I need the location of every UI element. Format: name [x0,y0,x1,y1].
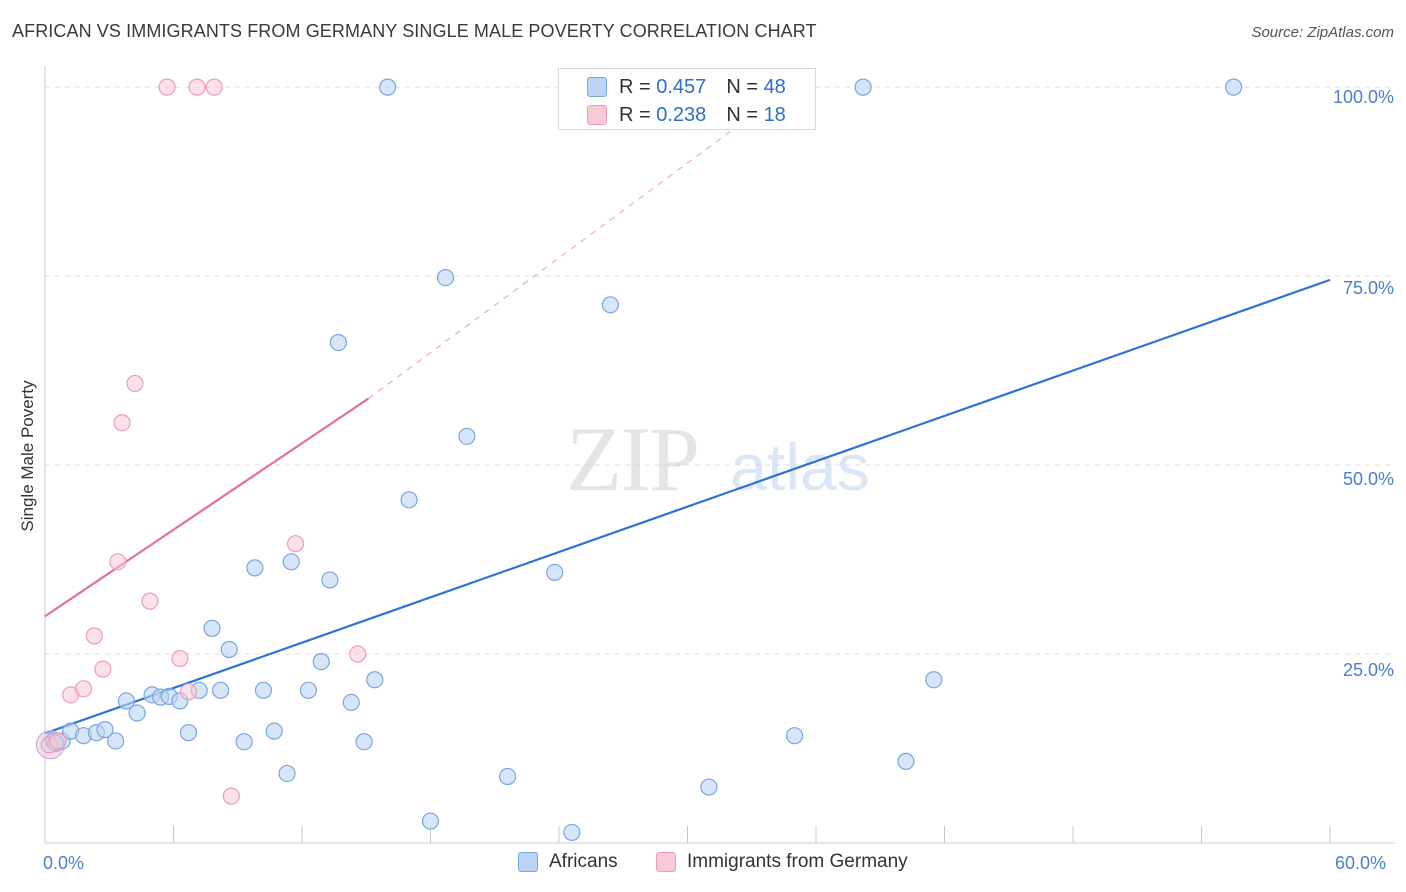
africans-point [96,721,114,739]
africans-swatch [587,77,607,97]
africans-point [458,427,476,445]
watermark-zip: ZIP [566,408,698,510]
legend-row-africans: R = 0.457 N = 48 [559,72,786,102]
germany-point [94,660,112,678]
germany-point [158,78,176,96]
africans-point [546,563,564,581]
legend-n-value: 48 [763,75,786,98]
germany-point [171,649,189,668]
germany-point [74,680,93,698]
africans-point [379,78,397,96]
africans-point [342,693,360,712]
germany-point [188,78,206,96]
africans-point [1225,78,1243,96]
africans-point [329,334,348,352]
germany-swatch [587,105,607,125]
africans-legend-swatch [518,852,538,872]
africans-point [563,823,581,842]
germany-trend-extension [368,86,791,400]
germany-point [205,78,223,96]
africans-point [312,652,330,671]
africans-point [117,692,135,710]
legend-r-value: 0.457 [656,75,707,98]
africans-point [282,553,300,571]
legend-r-label: R = [619,103,651,126]
legend-row-germany: R = 0.238 N = 18 [559,100,786,130]
correlation-legend: R = 0.457 N = 48 R = 0.238 N = 18 [558,68,816,130]
africans-point [785,727,804,745]
y-tick-label-50: 50.0% [1342,469,1394,489]
trend-lines [44,86,1331,735]
axes [44,66,1395,844]
africans-point [854,78,872,96]
germany-legend-swatch [656,852,676,872]
germany-point [113,414,131,432]
africans-point [499,767,517,786]
africans-point [601,296,620,314]
africans-point [235,733,253,751]
legend-r-label: R = [619,75,651,98]
legend-item-germany[interactable]: Immigrants from Germany [656,851,908,873]
legend-n-label: N = [726,75,758,98]
africans-point [925,671,943,689]
germany-point [49,732,67,750]
germany-point [286,535,305,553]
x-tick-label-min: 0.0% [43,853,85,873]
germany-point [109,553,127,571]
africans-point [700,778,718,796]
legend-r-value: 0.238 [656,103,707,126]
germany-point [349,645,367,663]
germany-trend-line [44,397,370,618]
africans-point [265,722,283,740]
legend-label-africans: Africans [549,851,618,872]
africans-point [220,640,238,659]
germany-point [85,627,103,645]
germany-point [222,787,240,805]
africans-point [897,752,915,770]
africans-point [321,571,339,589]
germany-point [126,374,144,393]
y-tick-label-75: 75.0% [1342,278,1394,298]
series-legend: Africans Immigrants from Germany [0,851,1406,879]
africans-point [436,269,455,287]
chart-title: AFRICAN VS IMMIGRANTS FROM GERMANY SINGL… [12,21,817,41]
y-tick-label-100: 100.0% [1332,87,1394,107]
legend-n-label: N = [726,103,758,126]
africans-point [400,491,418,509]
africans-point [254,681,273,699]
africans-point [212,681,230,699]
legend-item-africans[interactable]: Africans [518,851,618,873]
legend-n-value: 18 [763,103,786,126]
germany-point [141,592,159,610]
africans-point [421,812,440,830]
africans-point [278,764,296,783]
africans-point [128,704,146,722]
y-axis-label: Single Male Poverty [18,380,37,532]
africans-point [355,733,373,751]
africans-point [203,619,221,637]
germany-point [179,683,198,701]
africans-point [246,559,264,577]
source-credit: Source: ZipAtlas.com [1251,24,1394,41]
africans-point [179,724,198,742]
data-points [35,78,1243,842]
africans-point [366,671,384,689]
africans-point [299,681,318,699]
africans-trend-line [44,278,1331,735]
x-tick-label-max: 60.0% [1335,853,1387,873]
africans-point [107,732,125,750]
legend-label-germany: Immigrants from Germany [687,851,908,872]
y-tick-label-25: 25.0% [1342,660,1394,680]
